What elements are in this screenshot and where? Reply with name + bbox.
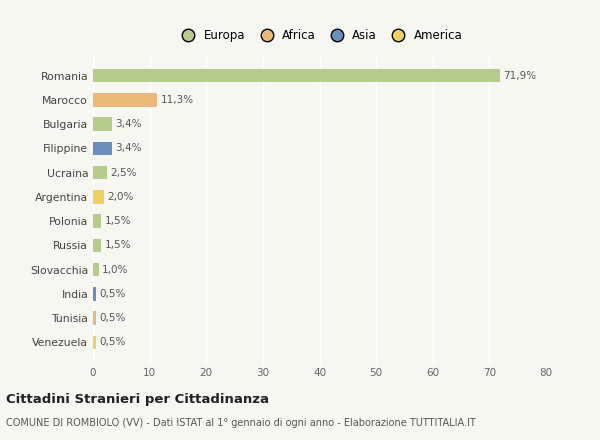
- Text: 0,5%: 0,5%: [99, 313, 125, 323]
- Bar: [93, 142, 112, 155]
- Text: 1,5%: 1,5%: [105, 240, 131, 250]
- Bar: [93, 69, 500, 82]
- Bar: [93, 117, 112, 131]
- Text: 0,5%: 0,5%: [99, 289, 125, 299]
- Bar: [93, 336, 96, 349]
- Bar: [93, 93, 157, 106]
- Text: 11,3%: 11,3%: [160, 95, 194, 105]
- Bar: [93, 214, 101, 228]
- Bar: [93, 238, 101, 252]
- Bar: [93, 166, 107, 180]
- Text: 1,0%: 1,0%: [102, 264, 128, 275]
- Text: 2,0%: 2,0%: [108, 192, 134, 202]
- Text: 3,4%: 3,4%: [116, 119, 142, 129]
- Text: 71,9%: 71,9%: [503, 71, 536, 81]
- Text: 2,5%: 2,5%: [110, 168, 137, 178]
- Text: 0,5%: 0,5%: [99, 337, 125, 347]
- Text: Cittadini Stranieri per Cittadinanza: Cittadini Stranieri per Cittadinanza: [6, 392, 269, 406]
- Legend: Europa, Africa, Asia, America: Europa, Africa, Asia, America: [174, 27, 465, 45]
- Text: 3,4%: 3,4%: [116, 143, 142, 154]
- Text: 1,5%: 1,5%: [105, 216, 131, 226]
- Bar: [93, 263, 98, 276]
- Bar: [93, 287, 96, 301]
- Bar: [93, 190, 104, 204]
- Text: COMUNE DI ROMBIOLO (VV) - Dati ISTAT al 1° gennaio di ogni anno - Elaborazione T: COMUNE DI ROMBIOLO (VV) - Dati ISTAT al …: [6, 418, 476, 428]
- Bar: [93, 312, 96, 325]
